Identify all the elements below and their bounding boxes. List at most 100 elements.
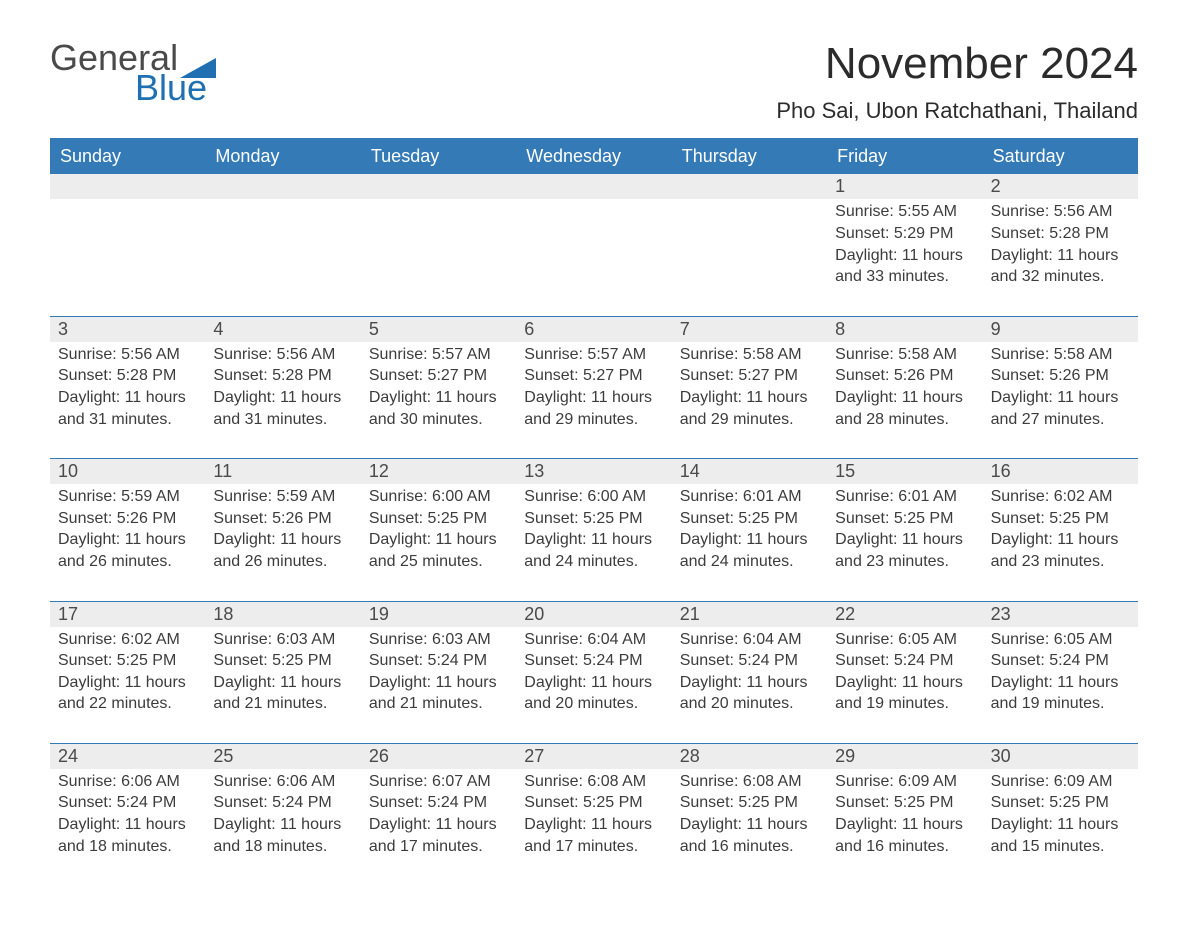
daylight-line: Daylight: 11 hours and 19 minutes.	[835, 672, 974, 715]
week-data-row: Sunrise: 5:55 AMSunset: 5:29 PMDaylight:…	[50, 199, 1138, 315]
logo-flag-icon	[180, 48, 216, 68]
logo: General Blue	[50, 40, 216, 106]
sunrise-line: Sunrise: 6:04 AM	[680, 629, 819, 651]
day-number: 30	[983, 744, 1138, 769]
day-number: 28	[672, 744, 827, 769]
daylight-line: Daylight: 11 hours and 26 minutes.	[58, 529, 197, 572]
day-number	[672, 174, 827, 199]
sunset-line: Sunset: 5:28 PM	[991, 223, 1130, 245]
day-cell: Sunrise: 5:57 AMSunset: 5:27 PMDaylight:…	[361, 342, 516, 458]
day-number: 24	[50, 744, 205, 769]
sunset-line: Sunset: 5:25 PM	[213, 650, 352, 672]
sunrise-line: Sunrise: 6:05 AM	[835, 629, 974, 651]
sunset-line: Sunset: 5:28 PM	[58, 365, 197, 387]
day-cell	[672, 199, 827, 315]
daylight-line: Daylight: 11 hours and 24 minutes.	[524, 529, 663, 572]
daylight-line: Daylight: 11 hours and 26 minutes.	[213, 529, 352, 572]
sunset-line: Sunset: 5:26 PM	[58, 508, 197, 530]
sunrise-line: Sunrise: 6:06 AM	[58, 771, 197, 793]
day-cell: Sunrise: 5:59 AMSunset: 5:26 PMDaylight:…	[205, 484, 360, 600]
day-of-week-header: Tuesday	[361, 140, 516, 173]
daylight-line: Daylight: 11 hours and 17 minutes.	[524, 814, 663, 857]
day-cell: Sunrise: 6:02 AMSunset: 5:25 PMDaylight:…	[50, 627, 205, 743]
day-of-week-row: SundayMondayTuesdayWednesdayThursdayFrid…	[50, 140, 1138, 173]
daylight-line: Daylight: 11 hours and 23 minutes.	[991, 529, 1130, 572]
sunrise-line: Sunrise: 6:02 AM	[991, 486, 1130, 508]
day-cell	[205, 199, 360, 315]
daylight-line: Daylight: 11 hours and 28 minutes.	[835, 387, 974, 430]
sunset-line: Sunset: 5:25 PM	[991, 792, 1130, 814]
sunrise-line: Sunrise: 6:09 AM	[991, 771, 1130, 793]
daylight-line: Daylight: 11 hours and 30 minutes.	[369, 387, 508, 430]
daylight-line: Daylight: 11 hours and 32 minutes.	[991, 245, 1130, 288]
day-number: 10	[50, 459, 205, 484]
week-data-row: Sunrise: 5:56 AMSunset: 5:28 PMDaylight:…	[50, 342, 1138, 458]
day-number	[50, 174, 205, 199]
daylight-line: Daylight: 11 hours and 31 minutes.	[213, 387, 352, 430]
day-number: 9	[983, 317, 1138, 342]
sunrise-line: Sunrise: 5:59 AM	[213, 486, 352, 508]
day-number: 22	[827, 602, 982, 627]
daylight-line: Daylight: 11 hours and 24 minutes.	[680, 529, 819, 572]
sunrise-line: Sunrise: 6:00 AM	[369, 486, 508, 508]
day-number: 12	[361, 459, 516, 484]
day-cell: Sunrise: 5:58 AMSunset: 5:26 PMDaylight:…	[827, 342, 982, 458]
daylight-line: Daylight: 11 hours and 18 minutes.	[213, 814, 352, 857]
sunset-line: Sunset: 5:24 PM	[369, 792, 508, 814]
sunset-line: Sunset: 5:24 PM	[991, 650, 1130, 672]
day-cell	[50, 199, 205, 315]
day-number: 27	[516, 744, 671, 769]
sunrise-line: Sunrise: 6:00 AM	[524, 486, 663, 508]
header: General Blue November 2024 Pho Sai, Ubon…	[50, 40, 1138, 124]
day-cell: Sunrise: 6:05 AMSunset: 5:24 PMDaylight:…	[827, 627, 982, 743]
sunset-line: Sunset: 5:24 PM	[680, 650, 819, 672]
week-daynum-row: 10111213141516	[50, 458, 1138, 484]
day-number: 21	[672, 602, 827, 627]
daylight-line: Daylight: 11 hours and 23 minutes.	[835, 529, 974, 572]
calendar: SundayMondayTuesdayWednesdayThursdayFrid…	[50, 138, 1138, 885]
day-cell: Sunrise: 5:57 AMSunset: 5:27 PMDaylight:…	[516, 342, 671, 458]
daylight-line: Daylight: 11 hours and 16 minutes.	[835, 814, 974, 857]
day-number: 17	[50, 602, 205, 627]
day-cell: Sunrise: 6:00 AMSunset: 5:25 PMDaylight:…	[516, 484, 671, 600]
sunset-line: Sunset: 5:25 PM	[524, 508, 663, 530]
sunrise-line: Sunrise: 6:01 AM	[680, 486, 819, 508]
daylight-line: Daylight: 11 hours and 29 minutes.	[680, 387, 819, 430]
daylight-line: Daylight: 11 hours and 33 minutes.	[835, 245, 974, 288]
day-number: 19	[361, 602, 516, 627]
day-cell	[361, 199, 516, 315]
sunset-line: Sunset: 5:27 PM	[680, 365, 819, 387]
day-number: 4	[205, 317, 360, 342]
sunset-line: Sunset: 5:28 PM	[213, 365, 352, 387]
day-number: 11	[205, 459, 360, 484]
sunrise-line: Sunrise: 5:59 AM	[58, 486, 197, 508]
day-number	[361, 174, 516, 199]
day-cell: Sunrise: 5:56 AMSunset: 5:28 PMDaylight:…	[50, 342, 205, 458]
day-number: 13	[516, 459, 671, 484]
sunset-line: Sunset: 5:27 PM	[369, 365, 508, 387]
day-cell: Sunrise: 5:56 AMSunset: 5:28 PMDaylight:…	[205, 342, 360, 458]
day-cell: Sunrise: 6:05 AMSunset: 5:24 PMDaylight:…	[983, 627, 1138, 743]
day-cell: Sunrise: 6:08 AMSunset: 5:25 PMDaylight:…	[672, 769, 827, 885]
sunset-line: Sunset: 5:25 PM	[835, 508, 974, 530]
sunset-line: Sunset: 5:26 PM	[991, 365, 1130, 387]
day-cell: Sunrise: 6:04 AMSunset: 5:24 PMDaylight:…	[516, 627, 671, 743]
week-daynum-row: 12	[50, 173, 1138, 199]
day-of-week-header: Monday	[205, 140, 360, 173]
sunset-line: Sunset: 5:29 PM	[835, 223, 974, 245]
sunset-line: Sunset: 5:24 PM	[835, 650, 974, 672]
logo-word-2: Blue	[135, 70, 216, 106]
week-daynum-row: 24252627282930	[50, 743, 1138, 769]
sunset-line: Sunset: 5:24 PM	[213, 792, 352, 814]
sunset-line: Sunset: 5:25 PM	[680, 508, 819, 530]
sunset-line: Sunset: 5:25 PM	[524, 792, 663, 814]
title-block: November 2024 Pho Sai, Ubon Ratchathani,…	[776, 40, 1138, 124]
day-number: 26	[361, 744, 516, 769]
day-number: 16	[983, 459, 1138, 484]
day-cell: Sunrise: 6:03 AMSunset: 5:24 PMDaylight:…	[361, 627, 516, 743]
sunset-line: Sunset: 5:25 PM	[991, 508, 1130, 530]
day-cell: Sunrise: 5:55 AMSunset: 5:29 PMDaylight:…	[827, 199, 982, 315]
sunset-line: Sunset: 5:25 PM	[835, 792, 974, 814]
day-number: 1	[827, 174, 982, 199]
page-title: November 2024	[776, 40, 1138, 88]
